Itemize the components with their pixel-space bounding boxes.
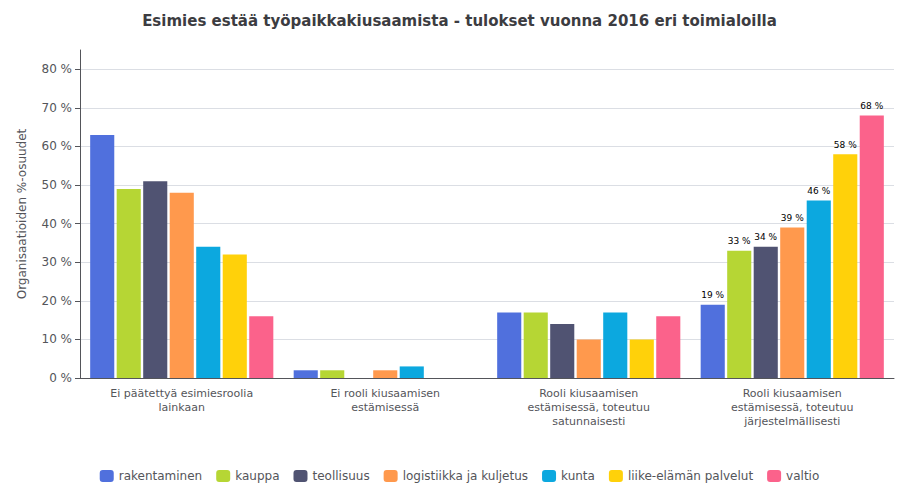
svg-text:50 %: 50 % (42, 178, 73, 192)
svg-text:Organisaatioiden %-osuudet: Organisaatioiden %-osuudet (15, 128, 29, 299)
svg-text:34 %: 34 % (754, 232, 777, 242)
svg-text:19 %: 19 % (701, 290, 724, 300)
svg-text:60 %: 60 % (42, 139, 73, 153)
svg-text:liike-elämän palvelut: liike-elämän palvelut (628, 469, 753, 483)
svg-text:valtio: valtio (786, 469, 819, 483)
svg-text:kunta: kunta (561, 469, 595, 483)
svg-text:teollisuus: teollisuus (312, 469, 369, 483)
svg-text:10 %: 10 % (42, 332, 73, 346)
svg-text:satunnaisesti: satunnaisesti (552, 415, 625, 428)
svg-text:estämisessä, toteutuu: estämisessä, toteutuu (528, 401, 650, 414)
svg-text:rakentaminen: rakentaminen (119, 469, 202, 483)
svg-text:Ei rooli kiusaamisen: Ei rooli kiusaamisen (330, 387, 440, 400)
svg-text:estämisessä, toteutuu: estämisessä, toteutuu (731, 401, 853, 414)
svg-text:80 %: 80 % (42, 62, 73, 76)
svg-text:Ei päätettyä esimiesroolia: Ei päätettyä esimiesroolia (110, 387, 253, 400)
svg-text:30 %: 30 % (42, 255, 73, 269)
svg-text:39 %: 39 % (781, 213, 804, 223)
svg-text:33 %: 33 % (728, 236, 751, 246)
svg-text:estämisessä: estämisessä (351, 401, 419, 414)
svg-text:70 %: 70 % (42, 101, 73, 115)
svg-text:0 %: 0 % (49, 371, 72, 385)
svg-text:20 %: 20 % (42, 294, 73, 308)
svg-text:40 %: 40 % (42, 217, 73, 231)
svg-text:58 %: 58 % (834, 140, 857, 150)
svg-text:lainkaan: lainkaan (159, 401, 205, 414)
svg-text:Esimies estää työpaikkakiusaam: Esimies estää työpaikkakiusaamista - tul… (142, 12, 777, 30)
svg-text:kauppa: kauppa (235, 469, 279, 483)
svg-text:Rooli kiusaamisen: Rooli kiusaamisen (743, 387, 842, 400)
svg-text:logistiikka ja kuljetus: logistiikka ja kuljetus (403, 469, 528, 483)
svg-text:68 %: 68 % (860, 101, 883, 111)
svg-text:Rooli kiusaamisen: Rooli kiusaamisen (539, 387, 638, 400)
svg-text:järjestelmällisesti: järjestelmällisesti (743, 415, 840, 428)
svg-text:46 %: 46 % (807, 186, 830, 196)
